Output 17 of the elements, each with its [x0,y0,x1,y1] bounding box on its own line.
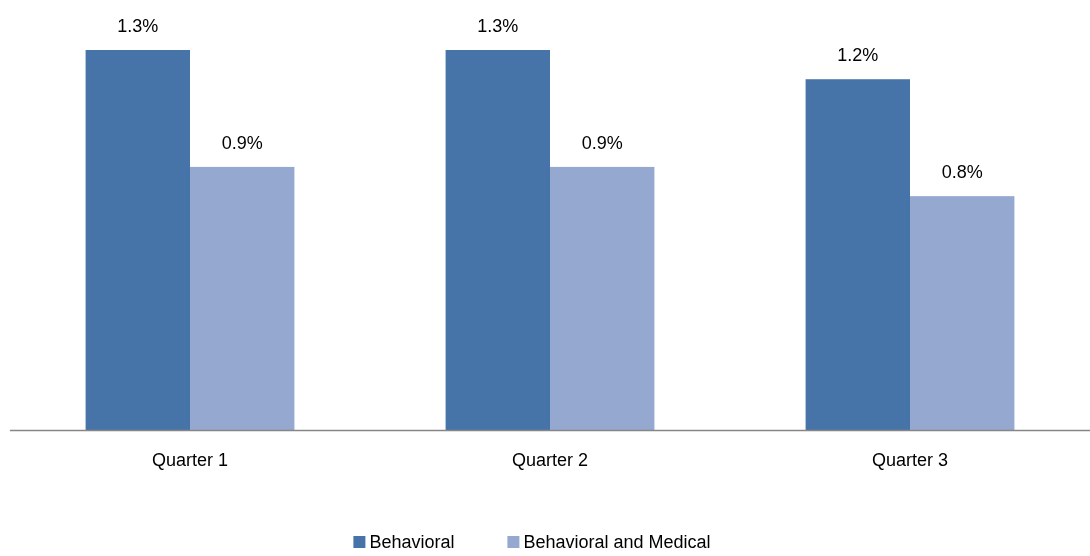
legend-label: Behavioral and Medical [523,532,711,552]
data-label: 0.9% [221,132,263,153]
legend-label: Behavioral [369,532,455,552]
bar [85,50,190,430]
x-tick-label: Quarter 2 [511,450,589,470]
data-label: 1.3% [117,16,159,36]
data-label: 0.8% [941,162,983,183]
bar [190,166,295,430]
x-tick-label: Quarter 3 [871,450,949,470]
data-label: 1.3% [477,16,519,36]
data-label: 1.2% [837,45,879,66]
bar [445,50,550,430]
bar [550,166,655,430]
bar [910,196,1015,430]
bar [805,79,910,430]
x-tick-label: Quarter 1 [151,450,229,470]
data-label: 0.9% [581,132,623,153]
